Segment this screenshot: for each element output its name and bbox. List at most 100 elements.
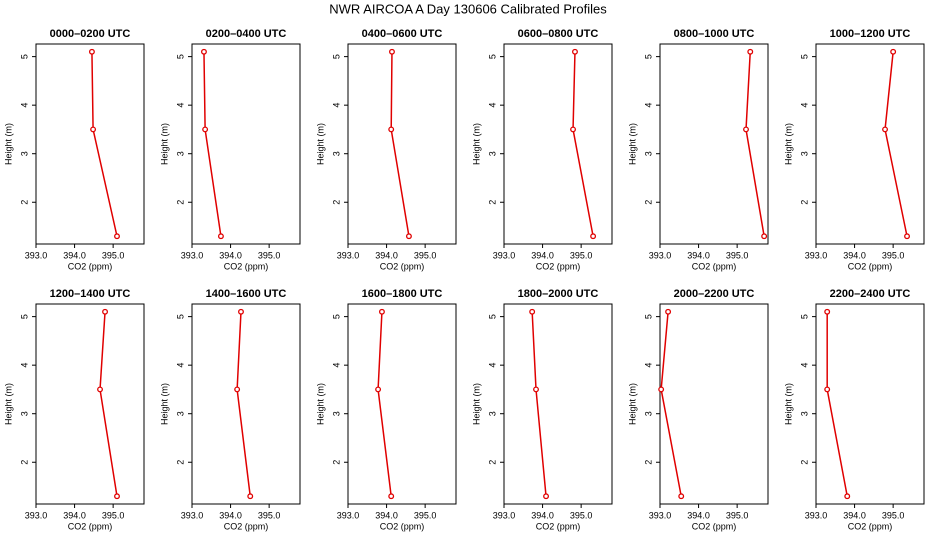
profile-point (375, 386, 382, 393)
x-tick-label: 394.0 (531, 510, 554, 520)
y-tick-label: 3 (799, 411, 809, 416)
profile-point (102, 308, 108, 315)
x-tick-label: 395.0 (414, 510, 437, 520)
y-axis-label: Height (m) (471, 123, 481, 165)
panel-title: 0800–1000 UTC (674, 28, 755, 40)
plot-frame (35, 303, 145, 505)
profile-point (665, 308, 672, 315)
panel-title: 1800–2000 UTC (518, 288, 599, 300)
plot-frame (191, 303, 301, 505)
y-tick-label: 2 (487, 200, 497, 205)
profile-point (202, 126, 209, 133)
y-axis-label: Height (m) (627, 383, 637, 425)
x-tick-label: 393.0 (337, 250, 360, 260)
y-axis-label: Height (m) (3, 383, 13, 425)
y-tick-label: 4 (175, 103, 185, 108)
x-axis-label: CO2 (ppm) (224, 261, 269, 271)
plot-frame (503, 303, 613, 505)
profile-line (203, 51, 222, 237)
profile-line (236, 311, 251, 497)
x-tick-label: 394.0 (219, 510, 242, 520)
y-tick-label: 4 (331, 103, 341, 108)
y-tick-label: 2 (175, 460, 185, 465)
y-axis-label: Height (m) (627, 123, 637, 165)
x-axis-label: CO2 (ppm) (68, 261, 113, 271)
profile-line (826, 311, 848, 497)
x-tick-label: 393.0 (493, 250, 516, 260)
y-tick-label: 5 (19, 54, 29, 59)
x-tick-label: 395.0 (570, 510, 593, 520)
x-tick-label: 394.0 (843, 510, 866, 520)
profile-point (761, 233, 768, 240)
profile-point (405, 233, 412, 240)
y-tick-label: 4 (19, 363, 29, 368)
profile-point (114, 493, 120, 500)
y-tick-label: 5 (643, 54, 653, 59)
y-tick-label: 2 (19, 200, 29, 205)
y-tick-label: 5 (331, 54, 341, 59)
profile-point (201, 48, 207, 55)
x-tick-label: 395.0 (258, 510, 281, 520)
x-tick-label: 393.0 (181, 510, 204, 520)
plot-frame (659, 303, 769, 505)
panel-title: 0400–0600 UTC (362, 28, 443, 40)
profile-point (590, 233, 597, 240)
profile-point (882, 126, 888, 133)
page-title: NWR AIRCOA A Day 130606 Calibrated Profi… (329, 1, 607, 16)
profile-point (543, 493, 549, 500)
x-tick-label: 393.0 (805, 250, 828, 260)
profile-point (743, 126, 749, 133)
profile-line (660, 311, 682, 497)
profile-line (531, 311, 547, 497)
profile-point (217, 233, 224, 240)
y-tick-label: 3 (331, 151, 341, 156)
profile-point (97, 386, 103, 393)
x-tick-label: 394.0 (531, 250, 554, 260)
y-tick-label: 4 (19, 103, 29, 108)
y-tick-label: 2 (799, 460, 809, 465)
y-axis-label: Height (m) (159, 123, 169, 165)
x-axis-label: CO2 (ppm) (692, 521, 737, 531)
y-tick-label: 5 (175, 54, 185, 59)
panel-title: 2000–2200 UTC (674, 288, 755, 300)
x-tick-label: 394.0 (843, 250, 866, 260)
y-axis-label: Height (m) (783, 383, 793, 425)
profile-line (572, 51, 594, 237)
y-tick-label: 4 (643, 363, 653, 368)
profile-point (572, 48, 578, 55)
profile-point (234, 386, 241, 393)
x-tick-label: 393.0 (25, 510, 48, 520)
y-tick-label: 3 (175, 411, 185, 416)
x-tick-label: 393.0 (493, 510, 516, 520)
x-tick-label: 395.0 (414, 250, 437, 260)
profile-point (747, 48, 754, 55)
profile-line (99, 311, 118, 497)
plot-frame (35, 43, 145, 245)
x-tick-label: 393.0 (649, 250, 672, 260)
plot-frame (503, 43, 613, 245)
y-tick-label: 5 (331, 314, 341, 319)
x-tick-label: 393.0 (181, 250, 204, 260)
y-axis-label: Height (m) (471, 383, 481, 425)
profile-line (745, 51, 765, 237)
y-axis-label: Height (m) (783, 123, 793, 165)
panel-title: 1000–1200 UTC (830, 28, 911, 40)
profile-point (824, 386, 831, 393)
y-tick-label: 4 (487, 363, 497, 368)
profile-point (890, 48, 897, 55)
profile-point (388, 126, 395, 133)
x-axis-label: CO2 (ppm) (848, 521, 893, 531)
plot-frame (191, 43, 301, 245)
x-tick-label: 393.0 (649, 510, 672, 520)
profile-point (247, 493, 254, 500)
panel-title: 1200–1400 UTC (50, 288, 131, 300)
plot-frame (659, 43, 769, 245)
y-tick-label: 3 (799, 151, 809, 156)
y-tick-label: 5 (19, 314, 29, 319)
x-axis-label: CO2 (ppm) (380, 261, 425, 271)
x-tick-label: 394.0 (687, 250, 710, 260)
plot-frame (347, 43, 457, 245)
panel-title: 1600–1800 UTC (362, 288, 443, 300)
y-tick-label: 2 (19, 460, 29, 465)
y-tick-label: 3 (19, 411, 29, 416)
